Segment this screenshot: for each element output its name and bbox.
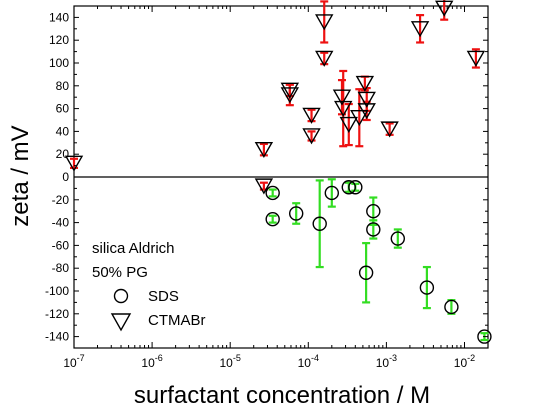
ctmabr-point <box>64 155 84 172</box>
legend-ctmabr-label: CTMABr <box>148 312 206 329</box>
ctmabr-point <box>357 91 376 108</box>
ctmabr-point <box>280 87 300 104</box>
x-tick-base: 10 <box>376 356 390 370</box>
x-tick-base: 10 <box>298 356 312 370</box>
legend: silica Aldrich 50% PG SDS CTMABr <box>92 240 206 332</box>
y-axis-title: zeta / mV <box>7 125 34 226</box>
y-tick-label: 120 <box>49 33 69 47</box>
x-tick-base: 10 <box>63 356 77 370</box>
plot-area <box>73 5 489 349</box>
y-tick-label: 60 <box>56 102 70 116</box>
ctmabr-point <box>315 14 334 31</box>
y-tick-label: -120 <box>45 307 69 321</box>
x-tick-label: 10-3 <box>376 353 397 370</box>
y-tick-label: -40 <box>52 216 70 230</box>
legend-ctmabr-marker <box>110 313 132 332</box>
ctmabr-point <box>254 178 274 195</box>
y-tick-label: 40 <box>56 124 70 138</box>
axes: -140 -120 -100 -80 -60 -40 -20 0 20 40 60 80 100 120 1… <box>45 5 489 370</box>
ctmabr-point <box>254 141 274 159</box>
x-tick-label: 10-6 <box>141 353 162 370</box>
y-tick-label: -100 <box>45 284 69 298</box>
x-tick-exponent: -2 <box>467 353 475 363</box>
legend-sds-label: SDS <box>148 288 179 305</box>
legend-sds-marker <box>113 288 129 304</box>
sds-point <box>444 299 459 315</box>
sds-point <box>358 265 374 280</box>
y-tick-label: -140 <box>45 330 69 344</box>
x-tick-label: 10-4 <box>298 353 319 370</box>
ctmabr-point <box>332 89 352 106</box>
y-tick-label: -60 <box>52 238 70 252</box>
sds-point <box>312 216 327 231</box>
x-tick-label: 10-2 <box>454 353 475 370</box>
ctmabr-point <box>350 110 369 127</box>
sds-point <box>341 180 356 195</box>
ctmabr-point <box>466 50 486 67</box>
ctmabr-point <box>302 107 321 124</box>
ctmabr-point <box>334 100 353 118</box>
x-tick-base: 10 <box>220 356 234 370</box>
y-tick-label: -80 <box>52 261 70 275</box>
ctmabr-point <box>339 116 358 133</box>
ctmabr-point <box>280 82 300 99</box>
ctmabr-point <box>435 0 454 17</box>
annotation-silica-aldrich: silica Aldrich <box>92 240 175 257</box>
x-axis-title: surfactant concentration / M <box>134 382 430 409</box>
sds-point <box>348 180 363 195</box>
x-tick-label: 10-5 <box>220 353 241 370</box>
x-tick-label: 10-7 <box>63 353 84 370</box>
sds-point <box>366 222 381 237</box>
y-tick-label: 20 <box>56 147 70 161</box>
y-tick-label: 140 <box>49 10 69 24</box>
annotation-50-percent-pg: 50% PG <box>92 264 148 281</box>
ctmabr-point <box>380 121 399 138</box>
x-tick-exponent: -5 <box>233 353 241 363</box>
sds-point <box>366 203 381 219</box>
x-tick-exponent: -3 <box>389 353 397 363</box>
ctmabr-point <box>315 50 334 67</box>
x-tick-exponent: -6 <box>155 353 163 363</box>
ctmabr-point <box>410 21 430 38</box>
sds-point <box>288 206 304 221</box>
sds-point <box>390 231 406 246</box>
x-tick-exponent: -7 <box>77 353 85 363</box>
sds-point <box>324 185 340 201</box>
y-tick-label: 0 <box>62 170 69 184</box>
sds-point <box>419 280 435 295</box>
sds-point <box>477 329 492 344</box>
x-tick-exponent: -4 <box>311 353 319 363</box>
y-tick-label: 80 <box>56 79 70 93</box>
ctmabr-point <box>355 75 375 92</box>
x-tick-base: 10 <box>454 356 468 370</box>
x-tick-base: 10 <box>141 356 155 370</box>
data-marks <box>64 0 492 344</box>
ctmabr-point <box>302 128 321 145</box>
sds-point <box>265 185 280 201</box>
sds-point <box>265 211 280 227</box>
y-tick-label: -20 <box>52 193 70 207</box>
ctmabr-point <box>357 103 376 120</box>
y-tick-label: 100 <box>49 56 69 70</box>
